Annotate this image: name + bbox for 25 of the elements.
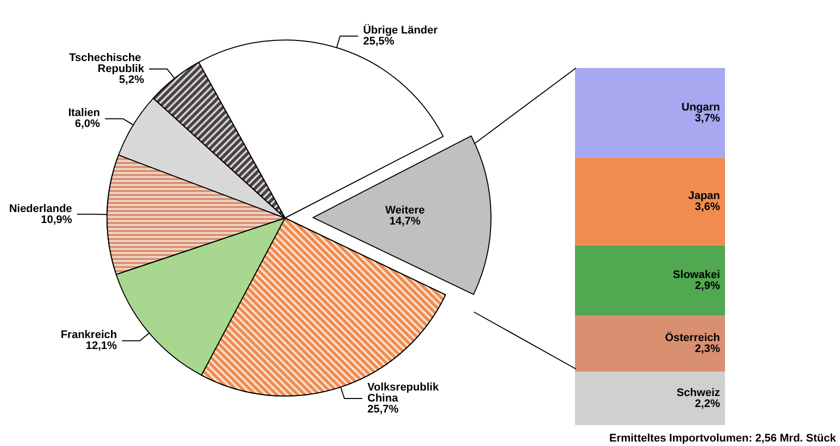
- data-label: 2,3%: [694, 343, 720, 356]
- slice-label: Frankreich: [60, 329, 118, 342]
- series-label: Ungarn: [682, 101, 720, 114]
- slice-label: Italien: [68, 107, 100, 120]
- data-label: 6,0%: [74, 118, 100, 130]
- series-label: Slowakei: [672, 269, 720, 281]
- data-label: 3,6%: [694, 201, 720, 214]
- data-label: 25,5%: [363, 36, 394, 48]
- data-label: 3,7%: [694, 112, 720, 124]
- series-label: Schweiz: [676, 386, 720, 399]
- data-label: 25,7%: [367, 403, 399, 416]
- data-label: 5,2%: [119, 74, 144, 86]
- data-label: 2,2%: [694, 398, 720, 410]
- slice-label: Weitere: [385, 204, 425, 217]
- data-label: 10,9%: [40, 214, 72, 226]
- slice-label: Übrige Länder: [363, 24, 438, 37]
- text: Ermitteltes Importvolumen: 2,56 Mrd. Stück: [609, 432, 837, 444]
- slice-label: Tschechische Republik: [69, 52, 145, 75]
- data-label: 14,7%: [389, 216, 421, 228]
- data-label: 2,9%: [694, 280, 720, 292]
- slice-label: Niederlande: [9, 202, 72, 215]
- series-label: Japan: [688, 190, 720, 202]
- slice-label: Volksrepublik China: [367, 381, 442, 404]
- data-label: 12,1%: [86, 340, 118, 352]
- series-label: Österreich: [664, 331, 720, 344]
